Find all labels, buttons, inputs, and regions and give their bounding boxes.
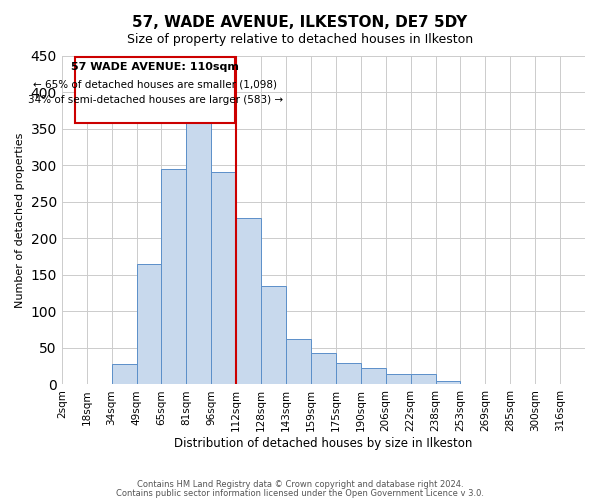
Bar [187, 116, 211, 384]
Text: Size of property relative to detached houses in Ilkeston: Size of property relative to detached ho… [127, 32, 473, 46]
Bar [386, 374, 410, 384]
X-axis label: Distribution of detached houses by size in Ilkeston: Distribution of detached houses by size … [174, 437, 473, 450]
Text: ← 65% of detached houses are smaller (1,098): ← 65% of detached houses are smaller (1,… [33, 79, 277, 89]
FancyBboxPatch shape [76, 57, 235, 123]
Bar [211, 172, 236, 384]
Text: 57, WADE AVENUE, ILKESTON, DE7 5DY: 57, WADE AVENUE, ILKESTON, DE7 5DY [133, 15, 467, 30]
Bar [410, 374, 436, 384]
Bar [161, 169, 187, 384]
Text: 34% of semi-detached houses are larger (583) →: 34% of semi-detached houses are larger (… [28, 95, 283, 105]
Bar [236, 218, 261, 384]
Bar [137, 264, 161, 384]
Bar [112, 364, 137, 384]
Text: Contains HM Land Registry data © Crown copyright and database right 2024.: Contains HM Land Registry data © Crown c… [137, 480, 463, 489]
Bar [311, 353, 336, 384]
Bar [436, 381, 460, 384]
Text: Contains public sector information licensed under the Open Government Licence v : Contains public sector information licen… [116, 488, 484, 498]
Bar [336, 362, 361, 384]
Bar [261, 286, 286, 384]
Bar [361, 368, 386, 384]
Bar [286, 339, 311, 384]
Text: 57 WADE AVENUE: 110sqm: 57 WADE AVENUE: 110sqm [71, 62, 239, 72]
Y-axis label: Number of detached properties: Number of detached properties [15, 132, 25, 308]
